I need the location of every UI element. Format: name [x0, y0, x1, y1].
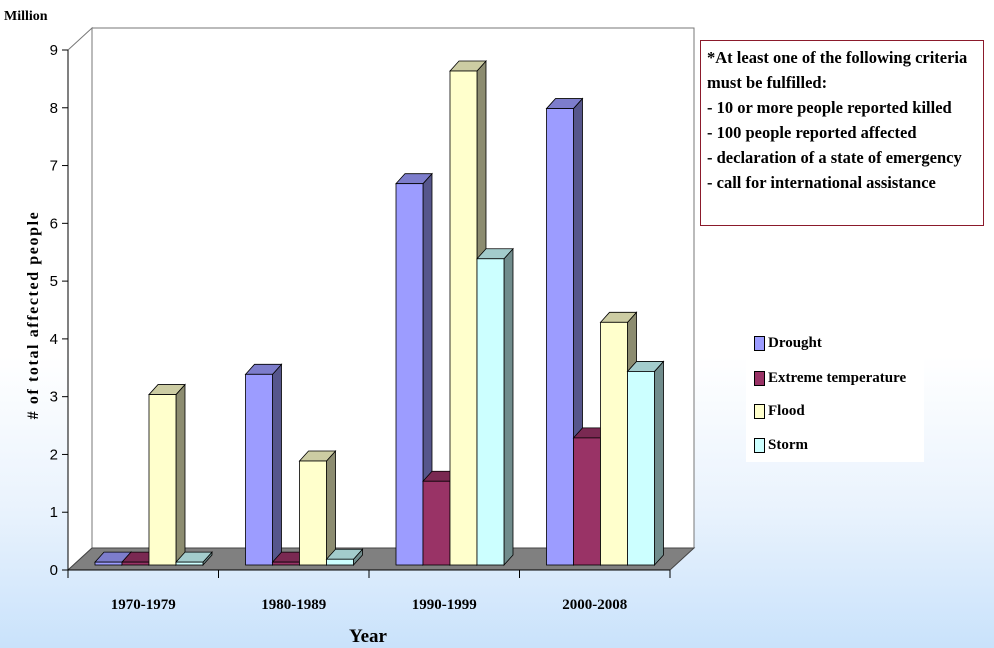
criteria-note-line: *At least one of the following criteria — [707, 48, 968, 67]
legend-swatch — [754, 437, 765, 453]
legend-label: Extreme temperature — [768, 369, 907, 386]
bar-side — [503, 247, 514, 567]
y-tick-label: 4 — [50, 331, 58, 348]
y-axis-title: # of total affected people — [25, 211, 42, 420]
legend-item-drought: Drought — [754, 332, 822, 354]
criteria-note-box: *At least one of the following criteria … — [700, 40, 984, 226]
legend-swatch — [754, 403, 765, 419]
bar-side — [272, 363, 282, 567]
bar-front — [148, 394, 177, 566]
bar-storm — [325, 548, 364, 567]
bar-front — [600, 321, 628, 566]
legend-item-storm: Storm — [754, 434, 808, 456]
y-tick-label: 7 — [50, 158, 58, 175]
bar-storm — [175, 551, 213, 567]
bar-storm — [626, 360, 665, 567]
legend-label: Flood — [768, 402, 805, 419]
x-tick-label: 1980-1989 — [261, 597, 326, 613]
axes-group: 0 1 2 3 4 5 6 7 8 9 1970-1979 1980-1989 1990-1999 200… — [50, 42, 671, 613]
bar-front — [245, 373, 273, 566]
bars-group — [94, 59, 665, 567]
x-axis-title: Year — [349, 626, 388, 647]
criteria-note-line: - call for international assistance — [707, 173, 936, 192]
y-tick-label: 3 — [50, 389, 58, 406]
legend-label: Drought — [768, 334, 822, 351]
bar-front — [121, 561, 150, 566]
bar-flood — [148, 383, 186, 567]
legend-label: Storm — [768, 436, 808, 453]
chart-walls — [66, 26, 696, 572]
bar-flood — [298, 449, 337, 567]
bar-front — [449, 70, 478, 566]
x-tick-label: 2000-2008 — [562, 597, 627, 613]
criteria-note-line: must be fulfilled: — [707, 73, 828, 92]
y-unit-label: Million — [4, 9, 48, 24]
criteria-note-line: - 10 or more people reported killed — [707, 98, 952, 117]
criteria-note-line: - declaration of a state of emergency — [707, 148, 962, 167]
bar-front — [326, 558, 354, 566]
x-tick-label: 1970-1979 — [111, 597, 176, 613]
y-tick-label: 5 — [50, 273, 58, 290]
bar-front — [546, 108, 574, 566]
legend-swatch — [754, 370, 765, 386]
bar-storm — [476, 247, 514, 567]
y-tick-label: 8 — [50, 100, 58, 117]
legend-item-flood: Flood — [754, 400, 805, 422]
bar-side — [326, 449, 336, 567]
bar-front — [476, 258, 505, 566]
y-tick-label: 6 — [50, 215, 58, 232]
y-tick-label: 9 — [50, 42, 58, 59]
legend-swatch — [754, 335, 765, 351]
y-tick-label: 0 — [50, 562, 58, 579]
bar-front — [395, 183, 424, 566]
bar-front — [272, 561, 300, 566]
criteria-note-line: - 100 people reported affected — [707, 123, 917, 142]
bar-front — [627, 371, 655, 566]
legend-item-extreme-temperature: Extreme temperature — [754, 367, 906, 389]
bar-front — [299, 460, 327, 566]
side-wall — [67, 26, 93, 572]
bar-side — [654, 360, 664, 567]
bar-side — [175, 383, 186, 567]
bar-front — [175, 561, 204, 566]
x-tick-label: 1990-1999 — [412, 597, 477, 613]
bar-front — [573, 437, 601, 566]
y-tick-label: 1 — [50, 504, 58, 521]
bar-drought — [244, 363, 283, 567]
bar-front — [422, 480, 451, 566]
bar-drought — [395, 172, 433, 567]
legend: Drought Extreme temperature Flood Storm — [746, 322, 924, 462]
y-tick-label: 2 — [50, 446, 58, 463]
bar-front — [94, 561, 123, 566]
